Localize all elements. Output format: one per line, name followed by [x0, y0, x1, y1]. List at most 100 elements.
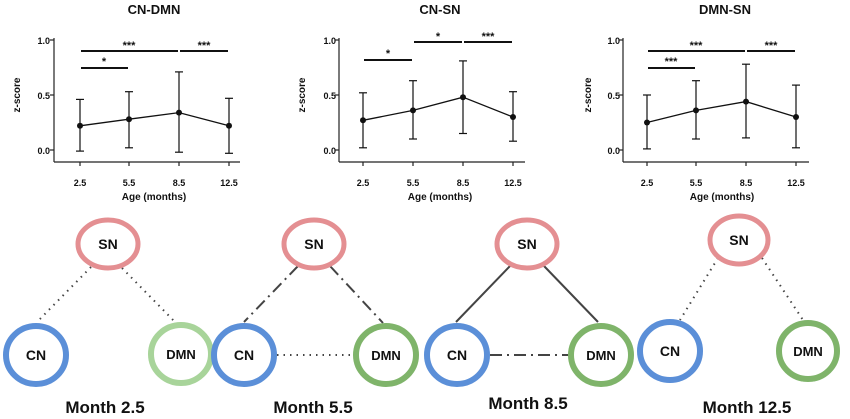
chart-title: DMN-SN [699, 2, 751, 17]
significance-label: * [102, 56, 107, 68]
data-point [793, 114, 799, 120]
y-tick-label: 0.5 [323, 91, 336, 101]
x-axis-label: Age (months) [690, 192, 754, 203]
edge-cn-sn [679, 257, 719, 321]
x-tick-label: 8.5 [740, 178, 753, 188]
chart-dmn-sn: DMN-SN z-score Age (months) 0.0 0.5 1.0 … [583, 2, 805, 203]
data-point [176, 109, 182, 116]
month-label: Month 2.5 [65, 398, 144, 417]
network-diagrams: SN CN DMN Month 2.5 SN CN DMN Month 5.5 [3, 213, 840, 417]
significance-label: *** [123, 40, 137, 52]
y-axis-label: z-score [583, 77, 594, 112]
node-dmn [776, 320, 840, 382]
node-cn [3, 323, 69, 387]
chart-cn-dmn: CN-DMN z-score Age (months) 0.0 0.5 1.0 … [12, 2, 238, 203]
x-tick-label: 8.5 [173, 178, 186, 188]
data-point [743, 98, 749, 105]
month-label: Month 12.5 [703, 398, 792, 417]
data-point [360, 117, 366, 124]
y-tick-label: 0.0 [323, 146, 336, 156]
network-month-12-5: SN CN DMN Month 12.5 [637, 213, 840, 417]
node-label-cn: CN [447, 347, 467, 363]
data-point [460, 94, 466, 101]
chart-geometry [335, 38, 525, 166]
node-dmn [568, 323, 634, 387]
node-label-sn: SN [517, 236, 536, 252]
chart-geometry [50, 38, 240, 166]
data-point [510, 114, 516, 120]
significance-label: *** [765, 40, 779, 52]
edge-dmn-sn [329, 265, 384, 324]
node-sn [75, 217, 141, 271]
significance-label: *** [690, 40, 704, 52]
series-line [646, 100, 797, 124]
series-line [79, 111, 230, 127]
node-label-sn: SN [304, 236, 323, 252]
significance-label: * [436, 31, 441, 43]
significance-label: *** [665, 56, 679, 68]
x-tick-label: 2.5 [357, 178, 370, 188]
data-point [126, 116, 132, 123]
x-tick-label: 12.5 [504, 178, 522, 188]
y-tick-label: 0.0 [607, 146, 620, 156]
x-tick-label: 2.5 [74, 178, 87, 188]
edge-dmn-sn [761, 257, 804, 321]
node-cn [211, 323, 277, 387]
data-point [77, 122, 83, 129]
node-dmn [148, 322, 214, 386]
y-tick-label: 0.5 [37, 91, 50, 101]
edge-cn-sn [455, 265, 511, 323]
chart-title: CN-DMN [128, 2, 181, 17]
node-cn [424, 323, 490, 387]
significance-label: * [386, 48, 391, 60]
chart-title: CN-SN [419, 2, 460, 17]
node-sn [707, 213, 771, 267]
x-tick-label: 5.5 [690, 178, 703, 188]
data-point [410, 107, 416, 114]
data-point [226, 122, 232, 129]
significance-label: *** [198, 40, 212, 52]
significance-label: *** [482, 31, 496, 43]
network-month-5-5: SN CN DMN Month 5.5 [211, 217, 419, 417]
node-label-sn: SN [729, 232, 748, 248]
data-point [693, 107, 699, 114]
node-sn [494, 217, 560, 271]
network-month-8-5: SN CN DMN Month 8.5 [424, 217, 634, 413]
x-tick-label: 12.5 [787, 178, 805, 188]
data-point [644, 119, 650, 126]
edge-cn-sn [38, 266, 92, 321]
x-axis-label: Age (months) [122, 192, 186, 203]
x-tick-label: 2.5 [641, 178, 654, 188]
node-cn [637, 319, 703, 383]
y-tick-label: 0.5 [607, 91, 620, 101]
edge-dmn-sn [543, 265, 599, 323]
node-label-dmn: DMN [793, 344, 823, 359]
x-tick-label: 5.5 [123, 178, 136, 188]
node-label-sn: SN [98, 236, 117, 252]
edge-dmn-sn [121, 267, 177, 324]
x-tick-label: 12.5 [220, 178, 238, 188]
y-tick-label: 0.0 [37, 146, 50, 156]
node-label-cn: CN [26, 347, 46, 363]
node-label-cn: CN [660, 343, 680, 359]
month-label: Month 5.5 [273, 398, 352, 417]
y-axis-label: z-score [12, 77, 23, 112]
y-tick-label: 1.0 [607, 36, 620, 46]
chart-geometry [619, 38, 809, 166]
series-line [362, 96, 514, 121]
y-tick-label: 1.0 [323, 36, 336, 46]
node-sn [281, 217, 347, 271]
node-label-cn: CN [234, 347, 254, 363]
edge-cn-sn [243, 265, 299, 323]
node-label-dmn: DMN [586, 348, 616, 363]
node-label-dmn: DMN [371, 348, 401, 363]
network-month-2-5: SN CN DMN Month 2.5 [3, 217, 214, 417]
y-tick-label: 1.0 [37, 36, 50, 46]
x-axis-label: Age (months) [408, 192, 472, 203]
node-label-dmn: DMN [166, 347, 196, 362]
node-dmn [353, 323, 419, 387]
x-tick-label: 8.5 [457, 178, 470, 188]
month-label: Month 8.5 [488, 394, 567, 413]
y-axis-label: z-score [297, 77, 308, 112]
